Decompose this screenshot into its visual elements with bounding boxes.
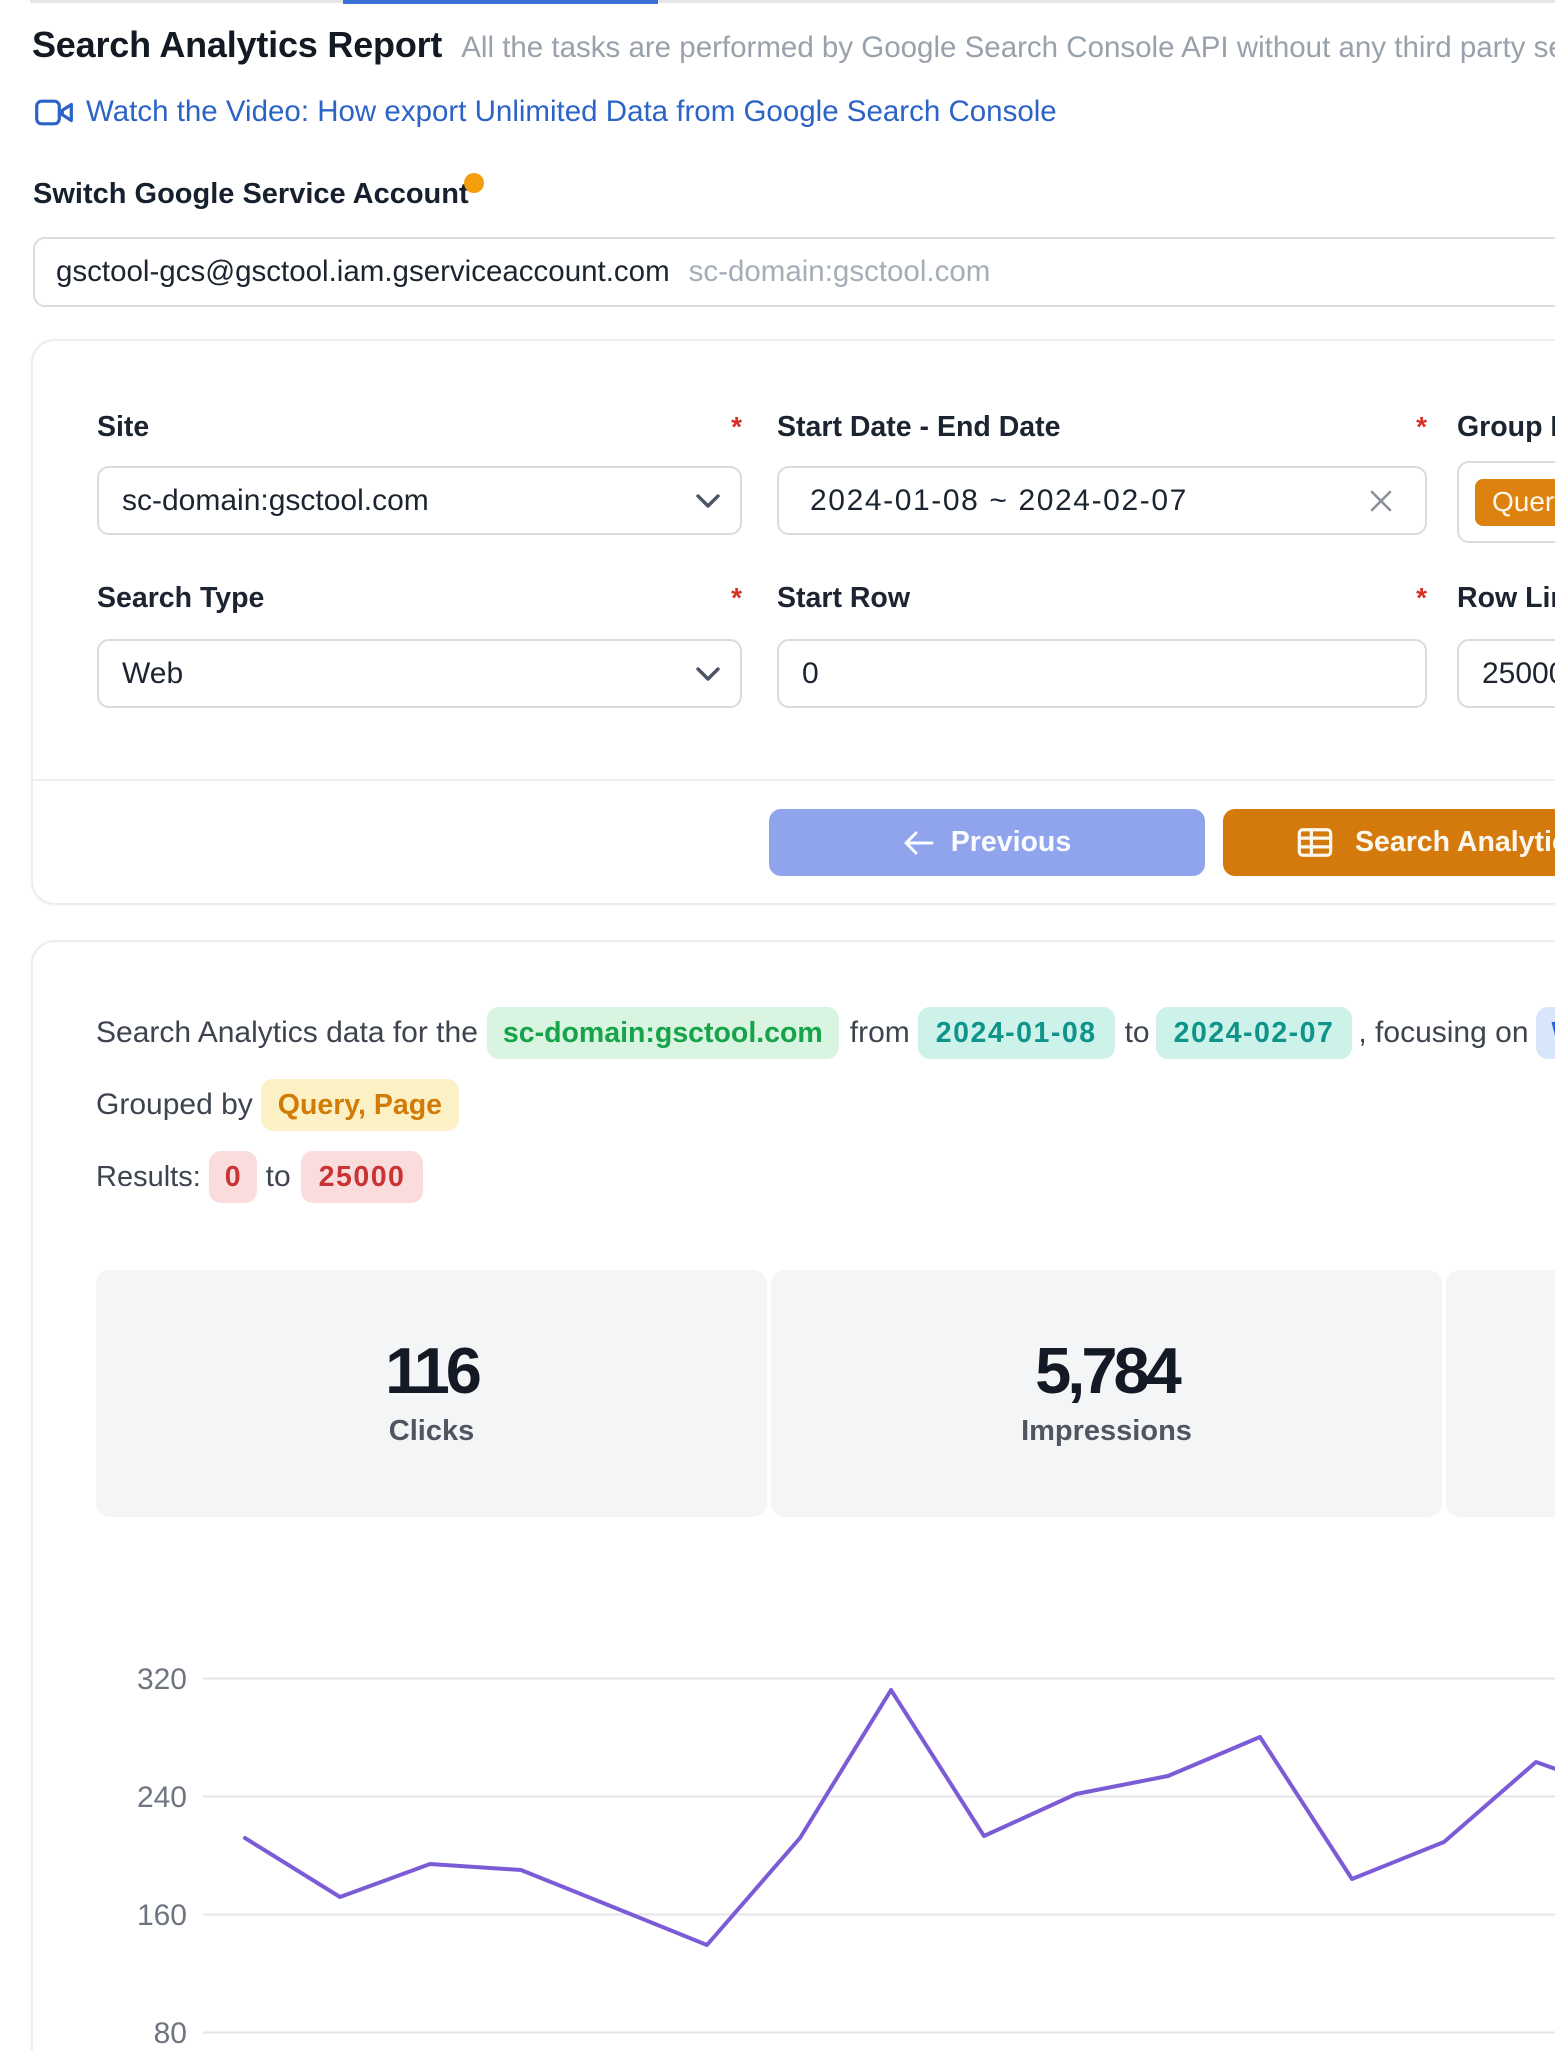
- svg-text:320: 320: [137, 1663, 187, 1696]
- svg-text:80: 80: [154, 2017, 187, 2050]
- svg-text:160: 160: [137, 1899, 187, 1932]
- svg-text:240: 240: [137, 1781, 187, 1814]
